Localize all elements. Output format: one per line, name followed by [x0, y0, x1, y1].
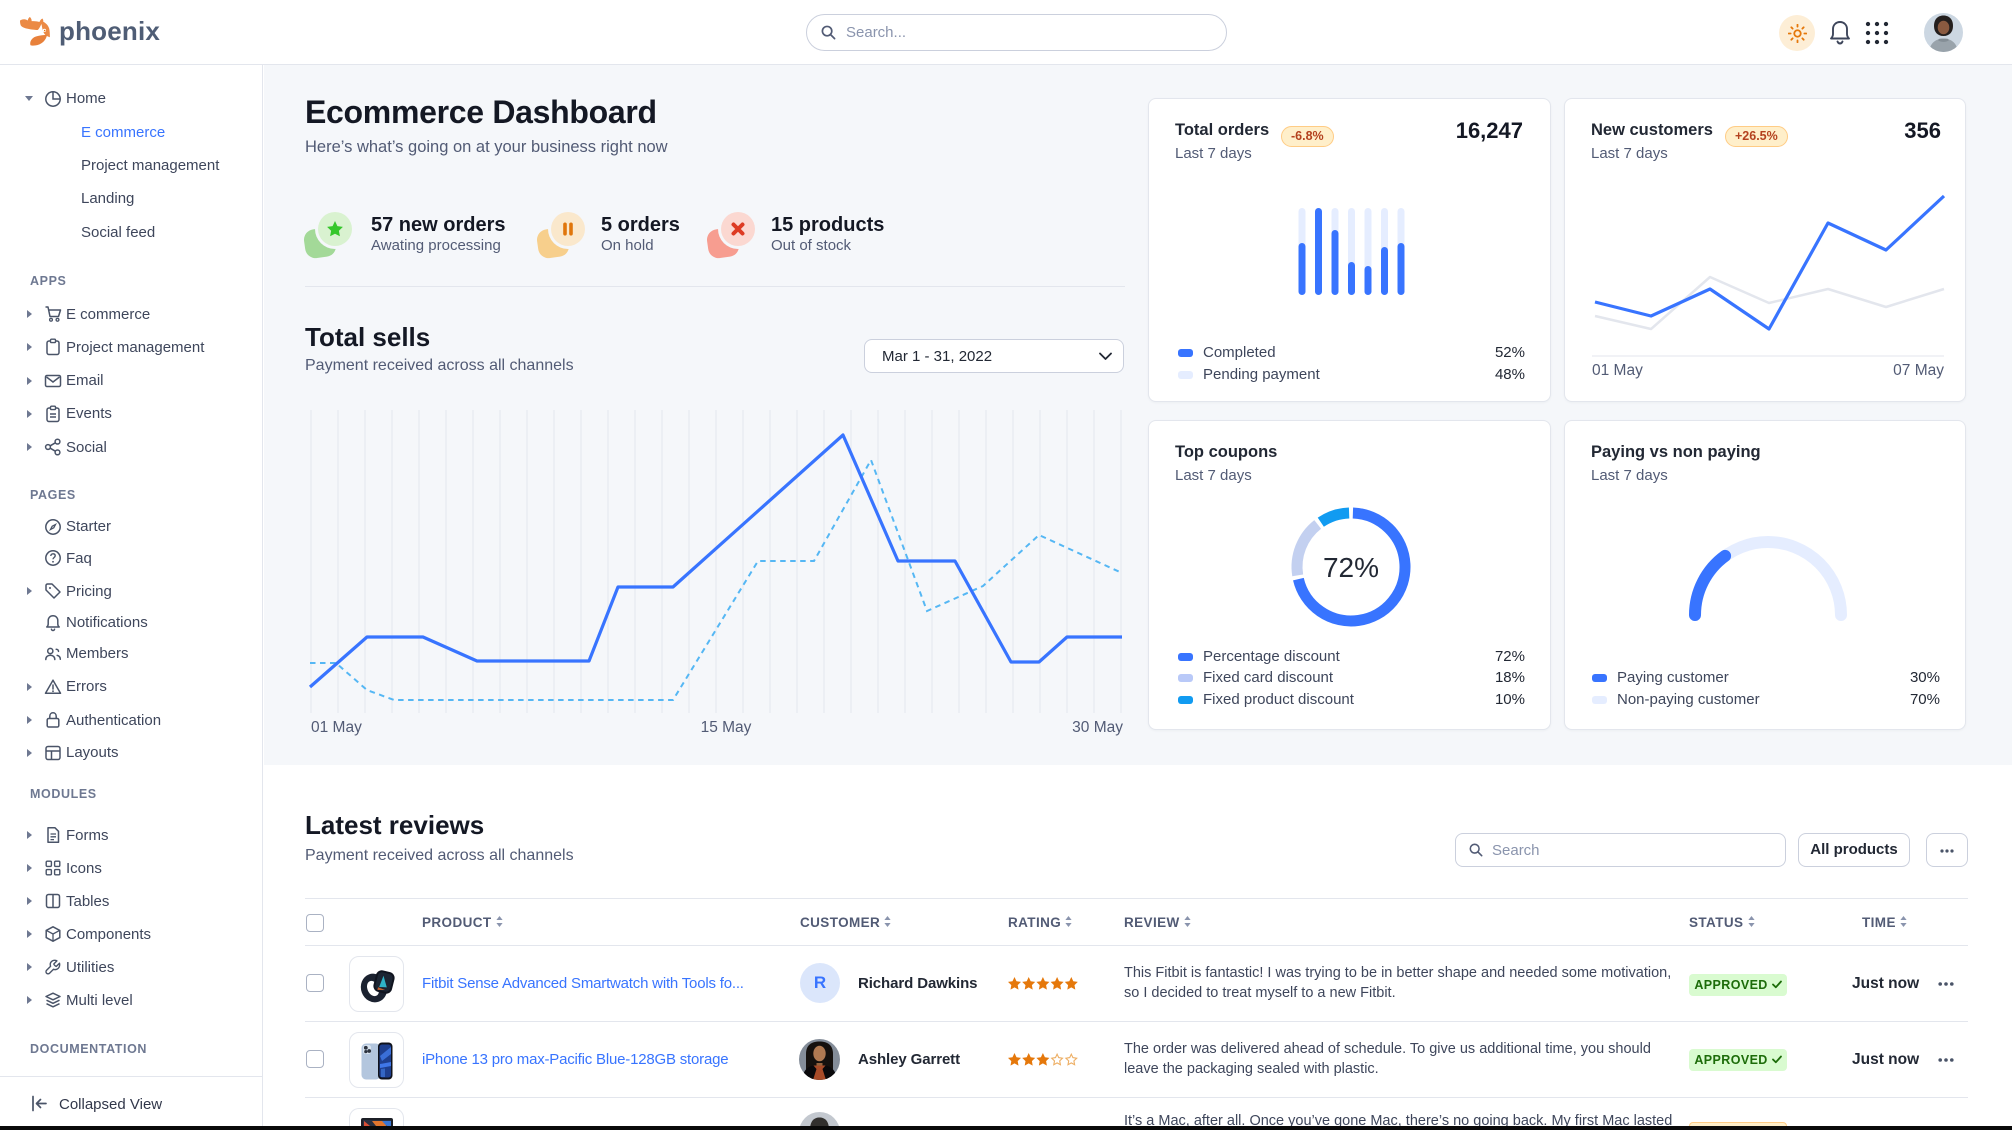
- svg-text:72%: 72%: [1323, 552, 1379, 583]
- svg-text:30 May: 30 May: [1072, 719, 1123, 736]
- svg-text:01 May: 01 May: [1592, 362, 1643, 379]
- svg-text:15 May: 15 May: [701, 719, 752, 736]
- svg-text:07 May: 07 May: [1893, 362, 1944, 379]
- svg-text:01 May: 01 May: [311, 719, 362, 736]
